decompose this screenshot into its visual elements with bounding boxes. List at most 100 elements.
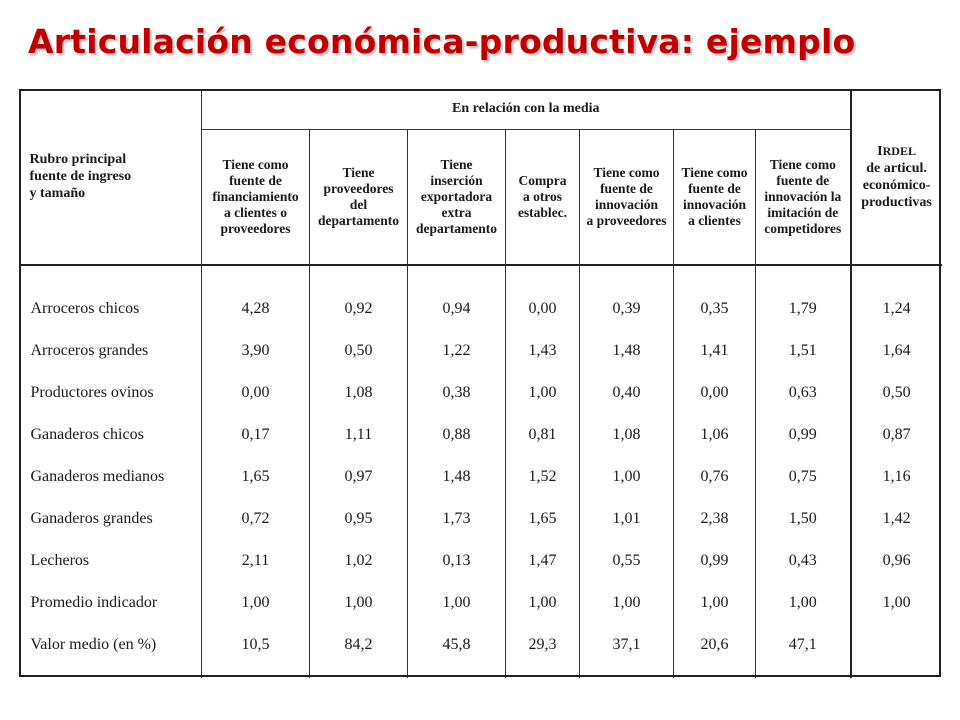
table-cell: 1,52: [505, 456, 580, 498]
table-cell: 37,1: [579, 624, 674, 666]
table-cell: [849, 624, 942, 666]
table-cell: 0,63: [754, 372, 851, 414]
row-label: Lecheros: [19, 540, 202, 582]
table-cell: 0,39: [579, 288, 674, 330]
table-cell: 1,00: [201, 582, 310, 624]
table-row: Promedio indicador 1,00 1,00 1,00 1,00 1,00 1,…: [19, 582, 942, 624]
table-row: Productores ovinos 0,00 1,08 0,38 1,00 0,40 0,…: [19, 372, 942, 414]
table-cell: 1,08: [309, 372, 408, 414]
table-cell: 1,43: [505, 330, 580, 372]
table-cell: 0,00: [505, 288, 580, 330]
table-cell: 1,48: [407, 456, 506, 498]
row-label: Ganaderos grandes: [19, 498, 202, 540]
table-cell: 0,88: [407, 414, 506, 456]
column-header: Tiene como fuente de innovación a clientes: [673, 129, 756, 266]
table-cell: 1,00: [309, 582, 408, 624]
table-cell: 1,51: [754, 330, 851, 372]
table-cell: 1,22: [407, 330, 506, 372]
row-label: Arroceros grandes: [19, 330, 202, 372]
column-header: Compra a otros establec.: [505, 129, 580, 266]
table-cell: 1,02: [309, 540, 408, 582]
table-cell: 0,00: [201, 372, 310, 414]
table-row: Ganaderos grandes 0,72 0,95 1,73 1,65 1,01 2,3…: [19, 498, 942, 540]
row-label: Productores ovinos: [19, 372, 202, 414]
table-cell: 0,97: [309, 456, 408, 498]
table-cell: 0,40: [579, 372, 674, 414]
table-cell: 4,28: [201, 288, 310, 330]
index-header: IRDEL de articul. económico- productivas: [849, 89, 942, 266]
row-label: Promedio indicador: [19, 582, 202, 624]
table-cell: 0,72: [201, 498, 310, 540]
table-cell: 1,00: [505, 582, 580, 624]
table-cell: 0,35: [673, 288, 756, 330]
table-cell: 1,65: [201, 456, 310, 498]
table-cell: 0,17: [201, 414, 310, 456]
table-cell: 1,08: [579, 414, 674, 456]
table-cell: 0,38: [407, 372, 506, 414]
group-header: En relación con la media: [201, 89, 851, 130]
table-cell: 47,1: [754, 624, 851, 666]
data-table: Rubro principal fuente de ingreso y tama…: [19, 89, 942, 678]
table-cell: 10,5: [201, 624, 310, 666]
table-cell: 1,16: [849, 456, 942, 498]
table-cell: 1,01: [579, 498, 674, 540]
table-cell: 0,94: [407, 288, 506, 330]
table-cell: 0,99: [754, 414, 851, 456]
table-cell: 0,99: [673, 540, 756, 582]
table-cell: 3,90: [201, 330, 310, 372]
table-cell: 1,11: [309, 414, 408, 456]
table-cell: 1,50: [754, 498, 851, 540]
table-cell: 84,2: [309, 624, 408, 666]
row-label: Valor medio (en %): [19, 624, 202, 666]
table-cell: 0,50: [309, 330, 408, 372]
table-cell: 20,6: [673, 624, 756, 666]
row-label: Arroceros chicos: [19, 288, 202, 330]
table-cell: 0,95: [309, 498, 408, 540]
table-cell: 1,06: [673, 414, 756, 456]
table-row: Arroceros chicos 4,28 0,92 0,94 0,00 0,39 0,35…: [19, 288, 942, 330]
column-header: Tiene inserción exportadora extra departamen…: [407, 129, 506, 266]
table-cell: 0,43: [754, 540, 851, 582]
row-label: Ganaderos medianos: [19, 456, 202, 498]
table-cell: 0,76: [673, 456, 756, 498]
table-cell: 0,00: [673, 372, 756, 414]
table-cell: 1,24: [849, 288, 942, 330]
table-cell: 1,00: [407, 582, 506, 624]
table-cell: 0,87: [849, 414, 942, 456]
table-cell: 2,38: [673, 498, 756, 540]
table-frame: [19, 89, 941, 677]
table-row: Ganaderos chicos 0,17 1,11 0,88 0,81 1,08 1,06…: [19, 414, 942, 456]
table-cell: 1,73: [407, 498, 506, 540]
table-cell: 1,00: [673, 582, 756, 624]
table-cell: 1,65: [505, 498, 580, 540]
table-cell: 45,8: [407, 624, 506, 666]
table-row: Valor medio (en %) 10,5 84,2 45,8 29,3 37,1 20…: [19, 624, 942, 666]
table-cell: 1,64: [849, 330, 942, 372]
table-cell: 1,41: [673, 330, 756, 372]
table-cell: 1,48: [579, 330, 674, 372]
table-cell: 0,75: [754, 456, 851, 498]
table-cell: 0,81: [505, 414, 580, 456]
table-cell: 2,11: [201, 540, 310, 582]
column-header: Tiene proveedores del departamento: [309, 129, 408, 266]
table-cell: 0,50: [849, 372, 942, 414]
table-cell: 29,3: [505, 624, 580, 666]
table-row: Lecheros 2,11 1,02 0,13 1,47 0,55 0,99 0,43 0,96: [19, 540, 942, 582]
table-cell: 1,42: [849, 498, 942, 540]
column-header: Tiene como fuente de financiamiento a clien…: [201, 129, 310, 266]
table-row: Ganaderos medianos 1,65 0,97 1,48 1,52 1,00 0,…: [19, 456, 942, 498]
table-cell: 1,00: [579, 582, 674, 624]
table-cell: 0,92: [309, 288, 408, 330]
table-cell: 0,55: [579, 540, 674, 582]
table-cell: 1,00: [754, 582, 851, 624]
table-row: Arroceros grandes 3,90 0,50 1,22 1,43 1,48 1,4…: [19, 330, 942, 372]
slide-title: Articulación económica-productiva: ejemp…: [28, 22, 856, 61]
column-header: Tiene como fuente de innovación la imitació…: [754, 129, 851, 266]
table-cell: 1,79: [754, 288, 851, 330]
table-cell: 1,00: [849, 582, 942, 624]
table-cell: 0,13: [407, 540, 506, 582]
row-header-title: Rubro principal fuente de ingreso y tama…: [19, 89, 202, 266]
table-cell: 1,47: [505, 540, 580, 582]
table-cell: 1,00: [505, 372, 580, 414]
table-cell: 1,00: [579, 456, 674, 498]
